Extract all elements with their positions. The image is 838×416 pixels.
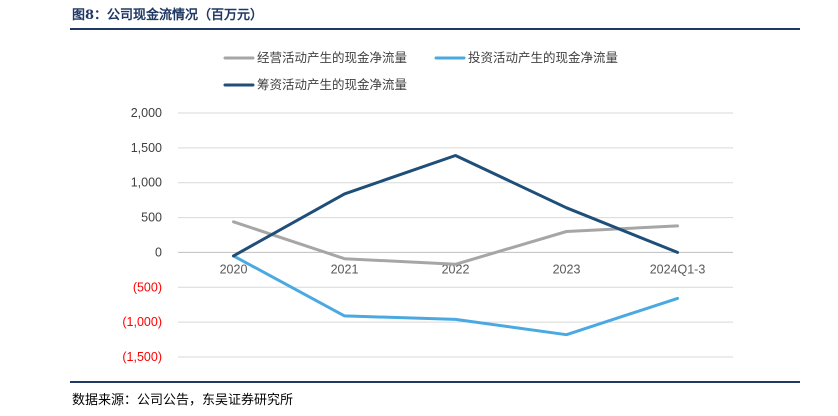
series-line-3 (232, 154, 679, 258)
legend-label-2: 投资活动产生的现金净流量 (468, 50, 618, 65)
x-tick-label: 2020 (220, 262, 248, 276)
gridlines (178, 112, 733, 358)
y-tick-label: 1,500 (131, 141, 162, 155)
y-axis-tick-labels: 2,000 1,500 1,000 500 0 (500) (1,000) (1,500) (122, 106, 162, 364)
legend-label-3: 筹资活动产生的现金净流量 (257, 77, 407, 92)
series-lines (232, 154, 679, 337)
y-tick-label: 1,000 (131, 176, 162, 190)
x-axis-tick-labels: 2020 2021 2022 2023 2024Q1-3 (220, 262, 706, 276)
y-tick-label: (1,500) (122, 350, 162, 364)
figure-title: 图8：公司现金流情况（百万元） (72, 8, 264, 23)
top-rule (70, 28, 800, 30)
y-tick-label: (500) (133, 280, 162, 294)
x-tick-label: 2024Q1-3 (650, 262, 706, 276)
y-tick-label: (1,000) (122, 315, 162, 329)
y-tick-label: 0 (155, 245, 162, 259)
x-tick-label: 2022 (442, 262, 470, 276)
x-tick-label: 2021 (331, 262, 359, 276)
series-line-2 (232, 254, 679, 337)
y-tick-label: 500 (141, 211, 162, 225)
x-tick-label: 2023 (553, 262, 581, 276)
series-line-1 (232, 220, 679, 266)
bottom-rule (70, 381, 800, 383)
source-note: 数据来源：公司公告，东吴证券研究所 (72, 393, 294, 408)
y-tick-label: 2,000 (131, 106, 162, 120)
legend-label-1: 经营活动产生的现金净流量 (257, 50, 407, 65)
